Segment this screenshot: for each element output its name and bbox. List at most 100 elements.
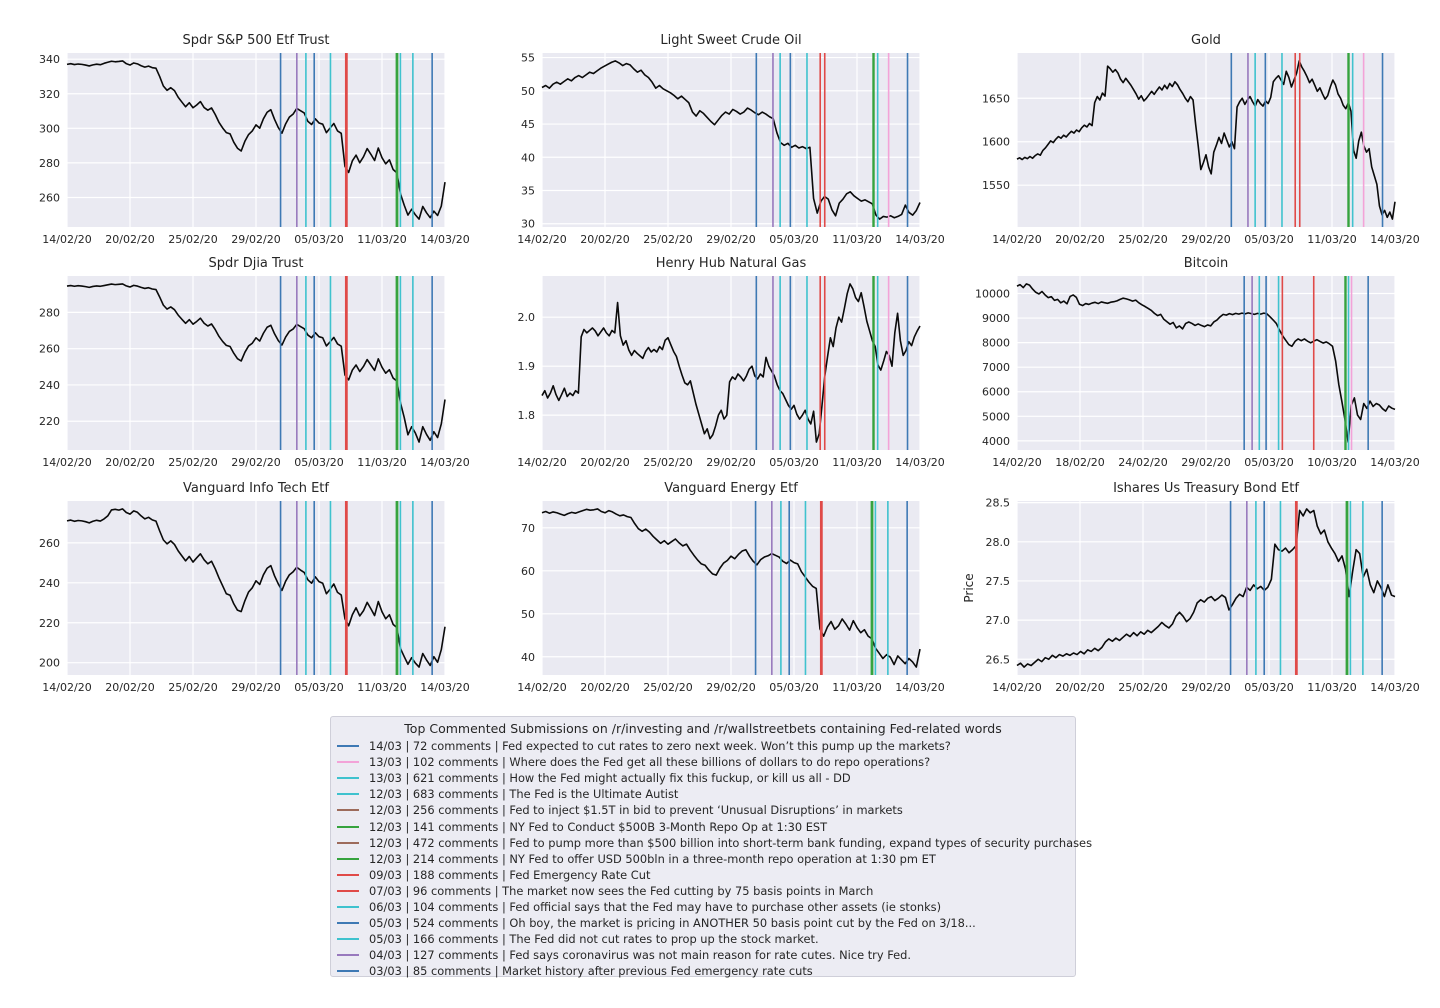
x-tick-label: 14/02/20 xyxy=(992,456,1041,469)
legend-entry: 12/03 | 683 comments | The Fed is the Ul… xyxy=(337,786,1075,802)
y-tick-label: 8000 xyxy=(982,337,1010,350)
price-series-line xyxy=(541,508,921,668)
y-tick-label: 200 xyxy=(39,657,60,670)
x-tick-label: 20/02/20 xyxy=(580,233,629,246)
x-tick-label: 14/02/20 xyxy=(992,233,1041,246)
x-tick-label: 14/03/20 xyxy=(1370,233,1419,246)
y-tick-label: 1.8 xyxy=(518,409,536,422)
y-tick-label: 240 xyxy=(39,577,60,590)
chart-svg: Bitcoin 4000 5000 6000 7000 8000 9000 10000 14/0… xyxy=(975,256,1420,469)
chart-svg: Spdr Djia Trust 220 240 260 280 14/02/20 20/02… xyxy=(39,256,470,469)
y-tick-label: 7000 xyxy=(982,361,1010,374)
chart-spdr-djia-trust: Spdr Djia Trust 220 240 260 280 14/02/20 20/02… xyxy=(7,251,482,473)
legend-line-swatch xyxy=(337,889,359,892)
legend-line-swatch xyxy=(337,761,359,764)
x-tick-label: 05/03/20 xyxy=(294,681,343,694)
legend-entry: 12/03 | 141 comments | NY Fed to Conduct… xyxy=(337,818,1075,834)
x-tick-label: 14/02/20 xyxy=(42,233,91,246)
x-tick-label: 25/02/20 xyxy=(168,233,217,246)
y-tick-label: 40 xyxy=(521,651,535,664)
x-tick-label: 14/03/20 xyxy=(1370,456,1419,469)
legend-entry: 09/03 | 188 comments | Fed Emergency Rat… xyxy=(337,867,1075,883)
legend-entry-label: 07/03 | 96 comments | The market now see… xyxy=(369,883,874,898)
legend-line-swatch xyxy=(337,857,359,860)
x-tick-label: 20/02/20 xyxy=(580,456,629,469)
legend-entry-label: 03/03 | 85 comments | Market history aft… xyxy=(369,964,813,979)
y-tick-label: 1600 xyxy=(982,136,1010,149)
y-tick-label: 2.0 xyxy=(518,311,536,324)
legend-entry: 05/03 | 524 comments | Oh boy, the marke… xyxy=(337,915,1075,931)
chart-svg: Vanguard Info Tech Etf 200 220 240 260 14/02/… xyxy=(39,481,470,694)
y-tick-label: 300 xyxy=(39,122,60,135)
x-tick-label: 29/02/20 xyxy=(1181,233,1230,246)
y-tick-label: 30 xyxy=(521,218,535,231)
price-series-line xyxy=(1016,283,1396,443)
y-tick-label: 260 xyxy=(39,343,60,356)
y-tick-label: 70 xyxy=(521,522,535,535)
x-tick-label: 05/03/20 xyxy=(769,233,818,246)
x-tick-label: 25/02/20 xyxy=(1118,681,1167,694)
legend-entry-label: 04/03 | 127 comments | Fed says coronavi… xyxy=(369,948,912,963)
chart-title: Light Sweet Crude Oil xyxy=(660,33,801,48)
x-tick-label: 29/02/20 xyxy=(706,233,755,246)
chart-svg: Gold 1550 1600 1650 14/02/20 20/02/20 25/02/20… xyxy=(982,33,1420,246)
legend-entry-label: 12/03 | 256 comments | Fed to inject $1.… xyxy=(369,803,903,818)
x-tick-label: 25/02/20 xyxy=(168,456,217,469)
legend-entry-label: 12/03 | 472 comments | Fed to pump more … xyxy=(369,835,1093,850)
price-series-line xyxy=(66,283,446,443)
x-tick-label: 14/02/20 xyxy=(42,681,91,694)
chart-bitcoin: Bitcoin 4000 5000 6000 7000 8000 9000 10000 14/0… xyxy=(957,251,1432,473)
legend-entry: 04/03 | 127 comments | Fed says coronavi… xyxy=(337,947,1075,963)
x-tick-label: 05/03/20 xyxy=(769,681,818,694)
y-tick-label: 28.5 xyxy=(986,497,1011,510)
chart-title: Ishares Us Treasury Bond Etf xyxy=(1113,481,1299,496)
y-tick-label: 340 xyxy=(39,53,60,66)
legend-line-swatch xyxy=(337,841,359,844)
legend-entry: 12/03 | 472 comments | Fed to pump more … xyxy=(337,835,1092,851)
x-tick-label: 20/02/20 xyxy=(105,233,154,246)
y-axis-label: Price xyxy=(962,573,976,602)
y-tick-label: 5000 xyxy=(982,410,1010,423)
legend-line-swatch xyxy=(337,954,359,957)
y-tick-label: 260 xyxy=(39,537,60,550)
x-tick-label: 14/03/20 xyxy=(1370,681,1419,694)
y-tick-label: 280 xyxy=(39,157,60,170)
chart-svg: Henry Hub Natural Gas 1.8 1.9 2.0 14/02/20 20… xyxy=(517,256,944,469)
legend-entry: 05/03 | 166 comments | The Fed did not c… xyxy=(337,931,1075,947)
legend-entry: 07/03 | 96 comments | The market now see… xyxy=(337,883,1075,899)
x-tick-label: 29/02/20 xyxy=(231,681,280,694)
chart-ishares-us-treasury-bond-etf: Ishares Us Treasury Bond Etf 26.5 27.0 27.5… xyxy=(957,476,1432,698)
x-tick-label: 14/02/20 xyxy=(517,456,566,469)
x-tick-label: 11/03/20 xyxy=(357,456,406,469)
x-tick-label: 11/03/20 xyxy=(357,681,406,694)
legend-box: Top Commented Submissions on /r/investin… xyxy=(330,716,1092,979)
x-tick-label: 11/03/20 xyxy=(1307,681,1356,694)
legend-line-swatch xyxy=(337,905,359,908)
x-tick-label: 18/02/20 xyxy=(1055,456,1104,469)
x-tick-label: 05/03/20 xyxy=(294,233,343,246)
y-tick-label: 4000 xyxy=(982,435,1010,448)
y-tick-label: 45 xyxy=(521,118,535,131)
x-tick-label: 14/02/20 xyxy=(517,681,566,694)
x-tick-label: 20/02/20 xyxy=(580,681,629,694)
x-tick-label: 14/03/20 xyxy=(420,456,469,469)
x-tick-label: 14/03/20 xyxy=(895,681,944,694)
y-tick-label: 60 xyxy=(521,565,535,578)
y-tick-label: 10000 xyxy=(975,287,1010,300)
legend-line-swatch xyxy=(337,873,359,876)
legend-line-swatch xyxy=(337,777,359,780)
x-tick-label: 20/02/20 xyxy=(105,456,154,469)
legend-entry: 03/03 | 85 comments | Market history aft… xyxy=(337,963,1075,979)
chart-title: Gold xyxy=(1191,33,1221,48)
chart-svg: Light Sweet Crude Oil 30 35 40 45 50 55 14/02/2… xyxy=(517,33,944,246)
y-tick-label: 35 xyxy=(521,185,535,198)
legend-entry-label: 12/03 | 214 comments | NY Fed to offer U… xyxy=(369,851,936,866)
x-tick-label: 05/03/20 xyxy=(1244,456,1293,469)
legend-entry: 14/03 | 72 comments | Fed expected to cu… xyxy=(337,738,1075,754)
legend-entry-label: 14/03 | 72 comments | Fed expected to cu… xyxy=(369,739,951,754)
chart-svg: Spdr S&P 500 Etf Trust 260 280 300 320 340 14/… xyxy=(39,33,470,246)
x-tick-label: 29/02/20 xyxy=(1181,681,1230,694)
chart-title: Spdr Djia Trust xyxy=(208,256,303,271)
x-tick-label: 14/02/20 xyxy=(42,456,91,469)
y-tick-label: 55 xyxy=(521,52,535,65)
